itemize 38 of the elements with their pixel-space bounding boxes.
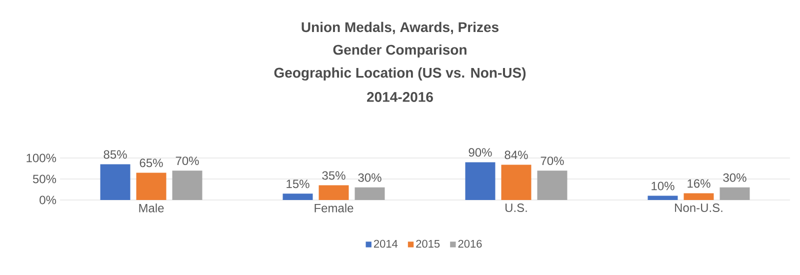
x-tick-label: Male	[139, 204, 164, 212]
bar	[354, 187, 385, 200]
x-tick-label: Non-U.S.	[675, 204, 722, 212]
data-label: 84%	[504, 150, 528, 160]
legend-label: 2016	[458, 240, 482, 248]
data-label: 35%	[322, 171, 346, 180]
bar	[282, 194, 313, 200]
text: Geographic Location (US vs. Non-US)	[274, 67, 526, 81]
legend-label: 2014	[374, 240, 398, 248]
bar	[648, 196, 678, 200]
data-label: 90%	[468, 148, 492, 157]
legend-label: 2015	[416, 240, 440, 248]
data-label: 10%	[652, 182, 674, 190]
bar	[684, 193, 714, 200]
bar	[720, 187, 750, 200]
data-label: 65%	[140, 158, 163, 168]
bar	[465, 162, 496, 200]
data-label: 15%	[286, 180, 310, 188]
y-tick-label: 0%	[40, 196, 56, 204]
y-tick-label: 50%	[32, 174, 56, 184]
x-tick-label: Female	[314, 204, 354, 212]
chart-subtitle: Gender Comparison	[333, 44, 466, 58]
text: 2014-2016	[367, 92, 433, 102]
bar	[100, 164, 130, 200]
data-label: 16%	[688, 179, 710, 188]
bar	[537, 170, 568, 200]
chart-title: Union Medals, Awards, Prizes	[302, 22, 498, 34]
bar	[318, 185, 349, 200]
data-label: 30%	[358, 173, 382, 182]
bar	[501, 164, 532, 200]
x-tick-label: U.S.	[506, 204, 527, 212]
bar	[136, 172, 166, 200]
data-label: 70%	[540, 156, 564, 166]
bar	[172, 170, 202, 200]
y-tick-label: 100%	[26, 154, 56, 162]
data-label: 70%	[176, 156, 199, 166]
data-label: 30%	[723, 173, 746, 182]
data-label: 85%	[104, 150, 127, 159]
